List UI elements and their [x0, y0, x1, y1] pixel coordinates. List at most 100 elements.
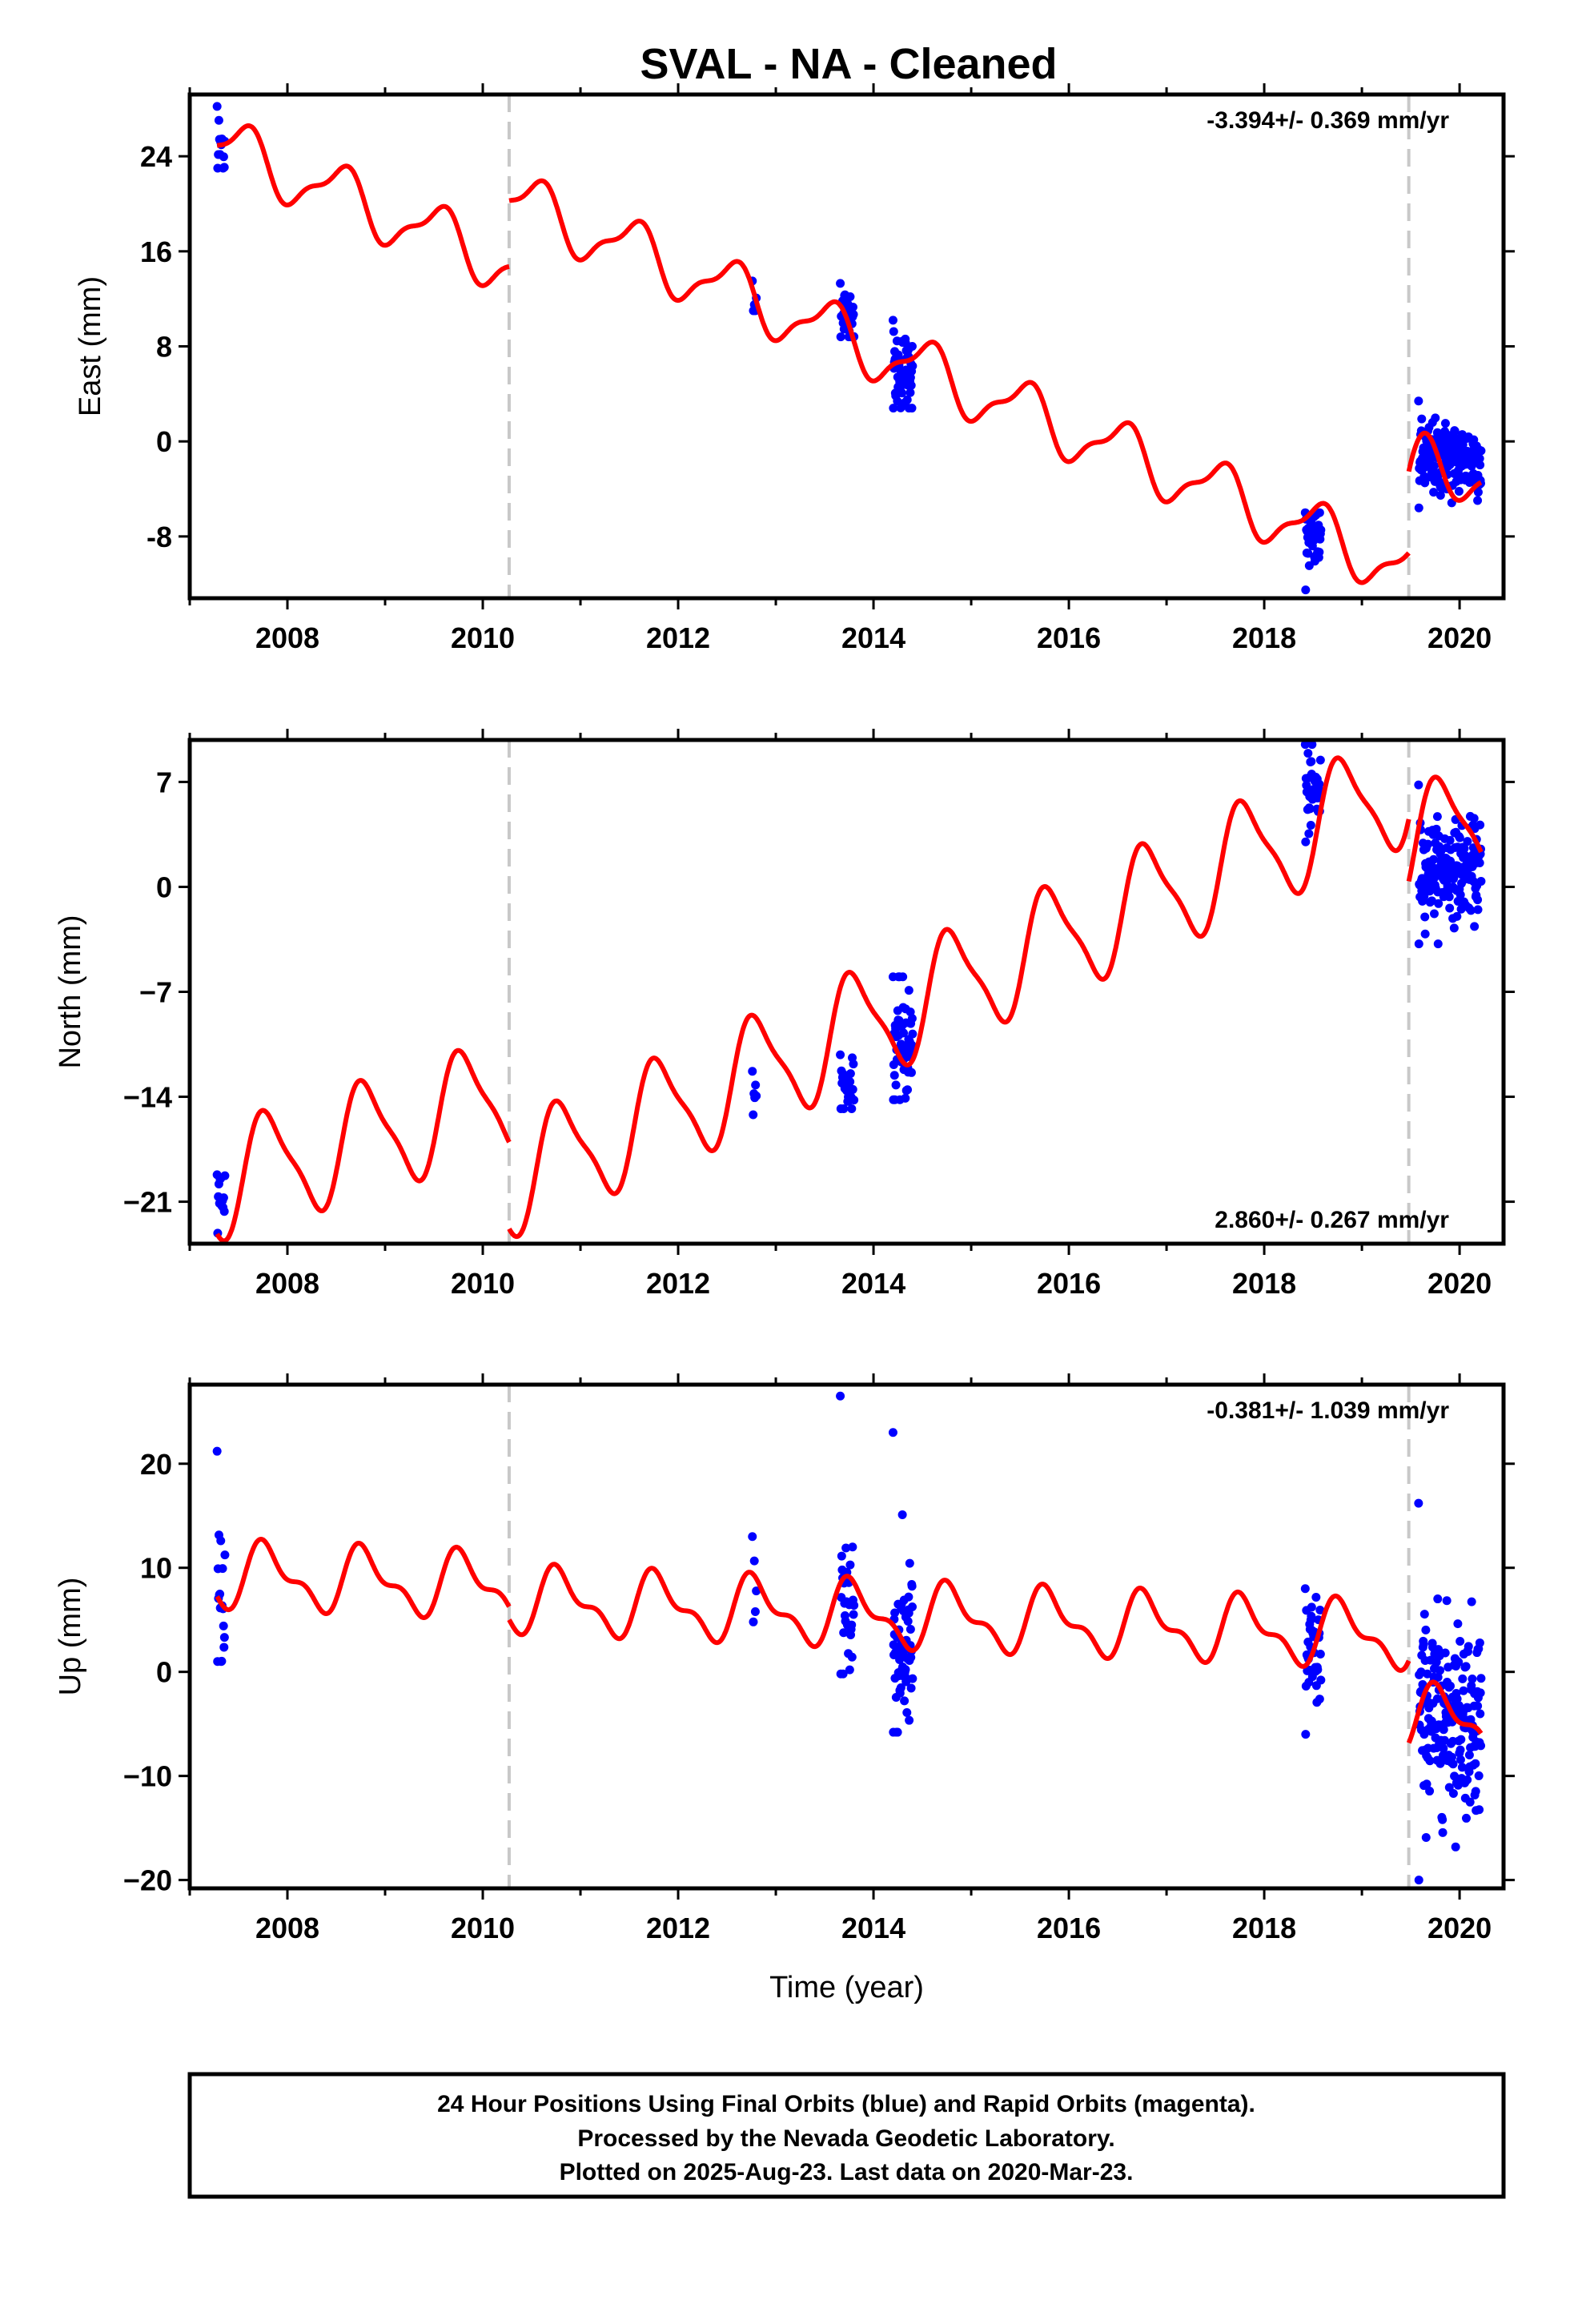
model-curve-segment — [508, 178, 1411, 585]
data-point — [908, 1674, 917, 1683]
data-point — [1316, 1675, 1326, 1685]
data-point — [1303, 549, 1313, 558]
observation-series — [212, 1391, 1486, 1885]
data-point — [1476, 1674, 1486, 1683]
data-point — [888, 1428, 897, 1437]
x-axis-label: Time (year) — [769, 1971, 924, 2004]
data-point — [906, 380, 916, 390]
data-point — [1468, 1675, 1477, 1684]
data-point — [1444, 892, 1454, 902]
data-point — [1471, 1759, 1480, 1768]
data-point — [749, 1556, 759, 1566]
data-point — [751, 1080, 761, 1090]
data-point — [1452, 1694, 1462, 1703]
data-point — [212, 102, 222, 111]
data-point — [1464, 1642, 1473, 1651]
observation-series — [212, 102, 1486, 595]
data-point — [1305, 804, 1315, 814]
data-point — [902, 395, 912, 404]
data-point — [1307, 1602, 1316, 1612]
data-point — [1457, 1763, 1467, 1772]
data-point — [1475, 454, 1484, 464]
data-point — [890, 1608, 900, 1618]
x-tick-label: 2014 — [841, 621, 905, 654]
data-point — [1474, 1771, 1484, 1780]
y-tick-label: −14 — [123, 1081, 172, 1114]
data-point — [1476, 1741, 1486, 1751]
data-point — [1422, 1779, 1431, 1789]
data-point — [907, 1014, 917, 1023]
data-point — [1421, 1625, 1431, 1634]
data-point — [896, 1683, 905, 1693]
data-point — [1456, 1745, 1465, 1755]
y-axis-label: Up (mm) — [54, 1578, 87, 1696]
data-point — [1307, 1611, 1316, 1621]
data-point — [1448, 1789, 1458, 1799]
data-point — [897, 1510, 907, 1519]
data-point — [748, 1532, 757, 1542]
data-point — [1445, 903, 1455, 913]
data-point — [848, 1542, 857, 1552]
data-point — [1476, 1709, 1485, 1719]
data-point — [1429, 854, 1439, 864]
data-point — [748, 1067, 757, 1076]
data-point — [1475, 858, 1484, 867]
y-tick-label: 8 — [156, 331, 172, 364]
x-tick-label: 2018 — [1232, 621, 1296, 654]
data-point — [1414, 780, 1423, 790]
data-point — [889, 1071, 899, 1080]
data-point — [1419, 1639, 1428, 1649]
data-point — [1445, 835, 1455, 845]
data-point — [838, 1669, 848, 1679]
x-tick-label: 2012 — [646, 1912, 710, 1944]
data-point — [907, 1582, 917, 1591]
data-point — [901, 1665, 910, 1675]
data-point — [847, 1620, 857, 1630]
data-point — [905, 1715, 914, 1725]
data-point — [1463, 1775, 1472, 1785]
x-tick-label: 2014 — [841, 1267, 905, 1300]
data-point — [1464, 1751, 1474, 1760]
data-point — [1431, 824, 1441, 834]
data-point — [1439, 1725, 1448, 1735]
data-point — [1315, 1606, 1325, 1615]
data-point — [1476, 446, 1486, 456]
data-point — [1315, 1649, 1325, 1659]
data-point — [1316, 525, 1326, 535]
y-tick-label: -8 — [147, 521, 172, 553]
data-point — [1315, 779, 1324, 789]
data-point — [1451, 1842, 1460, 1852]
data-point — [752, 1092, 761, 1101]
y-tick-label: −7 — [139, 976, 172, 1009]
data-point — [1417, 414, 1427, 424]
data-point — [908, 361, 917, 371]
data-point — [1467, 1681, 1476, 1691]
data-point — [220, 1171, 230, 1180]
x-tick-label: 2010 — [451, 1912, 515, 1944]
data-point — [1419, 1610, 1429, 1619]
data-point — [1418, 1679, 1427, 1689]
data-point — [1476, 820, 1485, 830]
y-axis-label: North (mm) — [54, 915, 87, 1068]
x-tick-label: 2008 — [255, 1912, 319, 1944]
data-point — [1456, 1735, 1466, 1744]
data-point — [752, 1586, 761, 1596]
model-curve-segment — [1406, 430, 1483, 503]
data-point — [849, 1610, 858, 1619]
data-point — [1432, 1694, 1442, 1703]
data-point — [849, 1059, 858, 1069]
panel-north: 2008 2010 2012 2014 2016 2018 2020 −21 −14 −7 0 7 No… — [54, 729, 1515, 1300]
data-point — [836, 279, 845, 288]
data-point — [889, 404, 898, 413]
y-tick-label: 0 — [156, 425, 172, 458]
data-point — [1450, 426, 1460, 436]
data-point — [904, 1592, 913, 1602]
data-point — [1440, 419, 1450, 428]
panel-east: 2008 2010 2012 2014 2016 2018 2020 -8 0 8 16 24 East… — [74, 83, 1515, 654]
data-point — [1470, 922, 1480, 931]
data-point — [1467, 1597, 1476, 1606]
data-point — [1423, 839, 1433, 849]
data-point — [1439, 1743, 1448, 1753]
model-series — [215, 1537, 1484, 1744]
data-point — [220, 1550, 230, 1560]
